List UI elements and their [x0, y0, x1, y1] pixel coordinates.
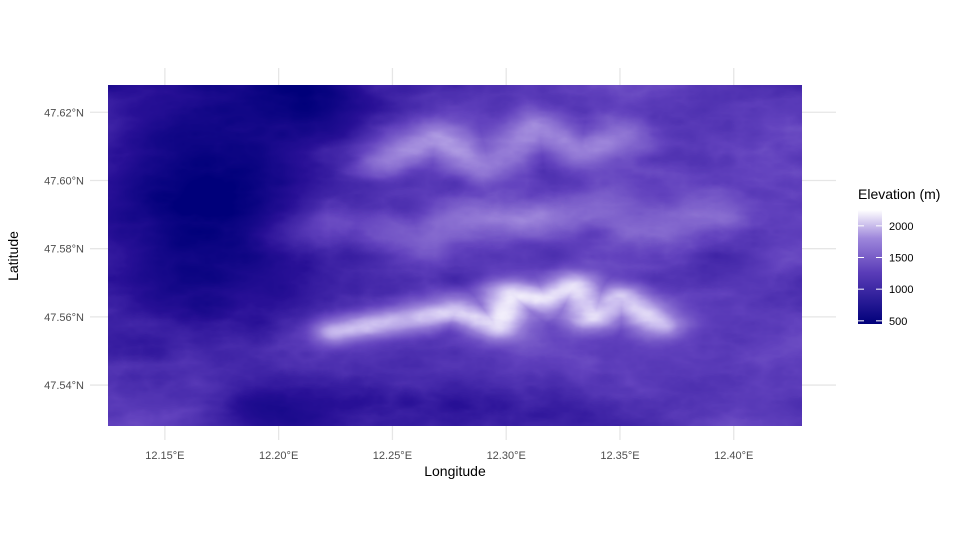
legend: Elevation (m) 2000 1500 1000 500	[858, 186, 940, 328]
legend-tick-label: 1000	[889, 284, 913, 296]
y-axis-ticks: 47.54°N 47.56°N 47.58°N 47.60°N 47.62°N	[44, 107, 84, 392]
legend-tick-label: 2000	[889, 221, 913, 233]
legend-colorbar	[858, 210, 882, 324]
elevation-raster	[108, 85, 802, 426]
x-tick-label: 12.40°E	[714, 450, 753, 462]
y-tick-label: 47.56°N	[44, 312, 84, 324]
x-axis-ticks: 12.15°E 12.20°E 12.25°E 12.30°E 12.35°E 12.40…	[145, 450, 753, 462]
legend-ticks: 2000 1500 1000 500	[858, 221, 913, 328]
y-tick-label: 47.60°N	[44, 175, 84, 187]
x-tick-label: 12.30°E	[487, 450, 526, 462]
legend-title: Elevation (m)	[858, 186, 940, 202]
x-tick-label: 12.35°E	[600, 450, 639, 462]
legend-tick-label: 500	[889, 316, 907, 328]
y-axis-label: Latitude	[5, 231, 21, 281]
x-tick-label: 12.15°E	[145, 450, 184, 462]
y-tick-label: 47.58°N	[44, 244, 84, 256]
y-tick-label: 47.62°N	[44, 107, 84, 119]
legend-tick-label: 1500	[889, 253, 913, 265]
x-tick-label: 12.25°E	[373, 450, 412, 462]
x-tick-label: 12.20°E	[259, 450, 298, 462]
y-tick-label: 47.54°N	[44, 380, 84, 392]
x-axis-label: Longitude	[424, 463, 486, 479]
